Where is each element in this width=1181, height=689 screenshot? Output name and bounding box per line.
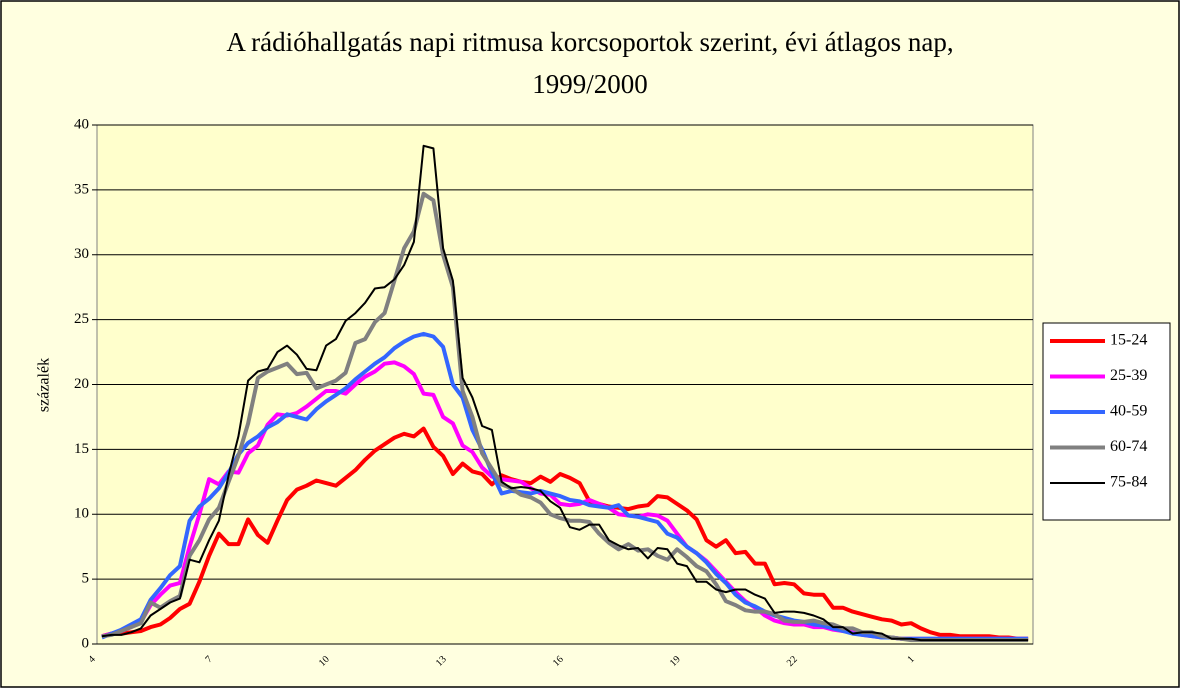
y-tick-label: 25: [74, 311, 89, 327]
x-tick-label: 1: [905, 654, 916, 665]
chart-title: 1999/2000: [532, 69, 648, 99]
y-tick-label: 20: [74, 376, 89, 392]
legend-label: 15-24: [1110, 332, 1147, 349]
y-tick-label: 5: [82, 571, 90, 587]
x-tick-label: 7: [203, 654, 214, 665]
series-line: [101, 426, 1029, 641]
legend-label: 25-39: [1110, 367, 1147, 384]
legend-label: 75-84: [1110, 474, 1147, 491]
y-tick-label: 40: [74, 116, 89, 132]
y-tick-label: 0: [82, 635, 90, 651]
y-tick-label: 30: [74, 246, 89, 262]
y-tick-label: 10: [74, 506, 89, 522]
chart-title: A rádióhallgatás napi ritmusa korcsoport…: [226, 27, 953, 57]
series-line: [101, 144, 1029, 642]
legend: [1042, 322, 1171, 521]
y-tick-label: 35: [74, 181, 89, 197]
series-line: [101, 331, 1029, 641]
x-tick-label: 4: [86, 654, 97, 665]
y-axis-label: százalék: [36, 358, 53, 412]
legend-label: 60-74: [1110, 438, 1147, 455]
y-tick-label: 15: [74, 441, 89, 457]
legend-label: 40-59: [1110, 403, 1147, 420]
